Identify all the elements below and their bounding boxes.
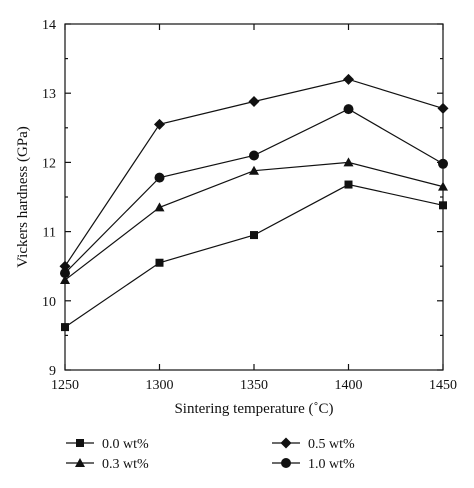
plot-frame <box>64 23 444 371</box>
x-tick-label: 1400 <box>335 378 363 393</box>
data-point-circle <box>60 268 70 279</box>
y-tick-label: 13 <box>42 87 56 102</box>
axis-ticks <box>64 23 444 371</box>
legend: 0.0 wt% 0.3 wt% 0.5 wt% 1.0 wt% <box>66 437 355 472</box>
legend-marker-square <box>76 439 84 447</box>
data-point-triangle <box>249 165 259 175</box>
data-point-circle <box>438 158 448 169</box>
legend-label: 0.3 wt% <box>102 457 149 472</box>
data-point-square <box>250 231 258 240</box>
legend-item: 0.5 wt% <box>272 437 355 452</box>
data-point-triangle <box>60 275 70 285</box>
data-point-circle <box>249 150 259 161</box>
y-tick-label: 10 <box>42 295 56 310</box>
data-point-triangle <box>343 157 354 167</box>
series-line <box>64 108 444 274</box>
data-point-circle <box>343 104 354 115</box>
axis-tick-labels: 1250 1300 1350 1400 1450 9 10 11 12 13 14 <box>42 18 457 393</box>
data-point-square <box>61 323 69 332</box>
data-point-square <box>439 201 447 210</box>
x-tick-label: 1250 <box>51 378 79 393</box>
legend-marker-triangle <box>75 458 85 467</box>
y-tick-label: 9 <box>49 364 56 379</box>
series-line <box>64 183 444 328</box>
y-tick-label: 14 <box>42 18 56 33</box>
x-tick-label: 1450 <box>429 378 457 393</box>
legend-item: 0.3 wt% <box>66 457 149 472</box>
legend-marker-circle <box>281 458 291 468</box>
legend-label: 1.0 wt% <box>308 457 355 472</box>
x-tick-label: 1350 <box>240 378 268 393</box>
legend-marker-diamond <box>280 437 292 449</box>
y-tick-label: 12 <box>42 156 56 171</box>
data-point-diamond <box>343 73 354 85</box>
data-point-square <box>155 258 164 267</box>
data-point-diamond <box>154 118 165 130</box>
data-point-triangle <box>438 181 448 191</box>
data-point-circle <box>154 172 165 183</box>
y-tick-label: 11 <box>43 226 56 241</box>
series-triangle <box>60 157 448 285</box>
series-square <box>61 180 447 332</box>
legend-label: 0.5 wt% <box>308 437 355 452</box>
data-point-diamond <box>248 96 260 108</box>
legend-label: 0.0 wt% <box>102 437 149 452</box>
legend-item: 1.0 wt% <box>272 457 355 472</box>
series-circle <box>60 104 448 279</box>
legend-item: 0.0 wt% <box>66 437 149 452</box>
y-axis-title: Vickers hardness (GPa) <box>15 126 31 268</box>
x-tick-label: 1300 <box>146 378 174 393</box>
data-point-triangle <box>154 202 165 212</box>
series-layer <box>59 73 449 332</box>
data-point-square <box>344 180 353 189</box>
data-point-diamond <box>437 102 449 114</box>
series-diamond <box>59 73 449 272</box>
x-axis-title: Sintering temperature (˚C) <box>174 401 333 417</box>
